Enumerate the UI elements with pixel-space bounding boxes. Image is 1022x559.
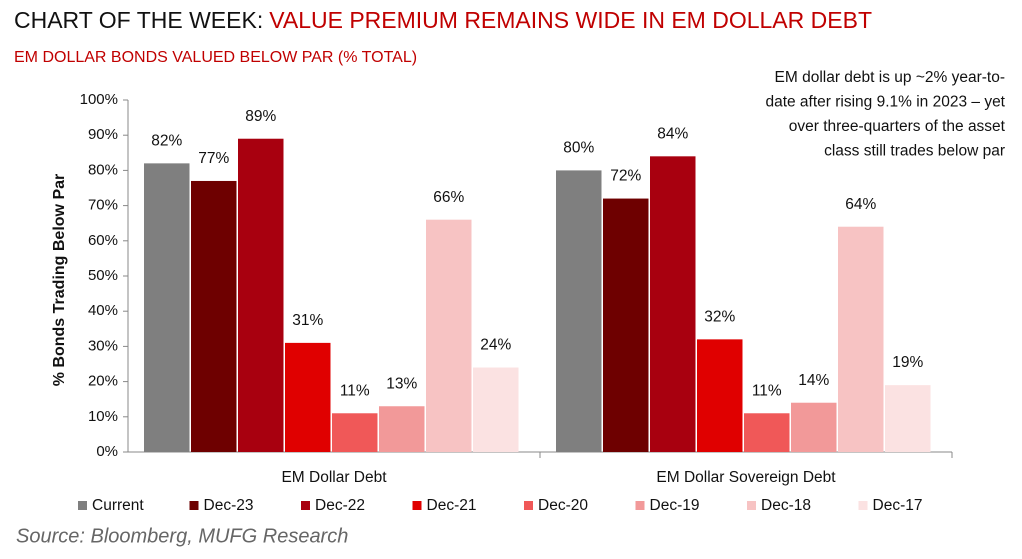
y-axis-label: % Bonds Trading Below Par [51,174,68,386]
value-label: 82% [151,132,182,149]
legend-swatch [189,501,199,510]
legend-label: Current [92,497,144,514]
legend-label: Dec-22 [315,497,365,514]
bar [885,385,931,452]
y-tick-label: 10% [88,408,118,425]
bar [285,342,331,452]
legend-swatch [524,501,533,510]
source: Source: Bloomberg, MUFG Research [16,525,348,547]
y-tick-label: 40% [88,302,118,319]
value-label: 77% [198,150,229,167]
bar [332,413,378,452]
bar [144,163,190,453]
legend-swatch [412,501,422,510]
legend-label: Dec-23 [204,497,254,514]
value-label: 11% [340,382,370,399]
bar [791,402,837,452]
bar [744,413,790,452]
value-label: 72% [610,168,641,185]
value-label: 24% [480,337,511,354]
y-tick-label: 80% [88,161,118,178]
title-lead: CHART OF THE WEEK: [14,7,263,33]
legend-label: Dec-21 [427,497,477,514]
y-tick-label: 70% [88,197,118,214]
y-tick-label: 50% [88,267,118,284]
bar [238,138,284,452]
value-label: 19% [892,354,923,371]
bar [556,170,602,452]
annotation: EM dollar debt is up ~2% year-to- [775,69,1005,86]
legend-label: Dec-20 [538,497,588,514]
value-label: 14% [798,372,829,389]
bar [191,180,237,452]
legend-label: Dec-18 [761,497,811,514]
chart-title: CHART OF THE WEEK: VALUE PREMIUM REMAINS … [14,7,872,33]
y-tick-label: 30% [88,337,118,354]
value-label: 80% [563,139,594,156]
legend-swatch [301,501,310,510]
legend-label: Dec-17 [873,497,923,514]
legend-swatch [747,501,756,510]
bar [473,367,519,452]
value-label: 84% [657,125,688,142]
y-tick-label: 90% [88,126,118,143]
bar [426,219,472,452]
x-tick-label: EM Dollar Sovereign Debt [656,469,836,486]
bar [379,406,425,452]
legend-swatch [635,501,645,510]
value-label: 31% [292,312,323,329]
legend-label: Dec-19 [650,497,700,514]
annotation: over three-quarters of the asset [789,118,1006,135]
annotation: date after rising 9.1% in 2023 – yet [765,94,1005,111]
legend-swatch [78,501,87,510]
legend-swatch [858,501,868,510]
value-label: 64% [845,196,876,213]
bar [603,198,649,452]
bar [697,339,743,452]
y-tick-label: 0% [96,443,118,460]
y-tick-label: 20% [88,373,118,390]
bar [650,156,696,452]
value-label: 13% [386,375,417,392]
y-tick-label: 60% [88,232,118,249]
bar [838,226,884,452]
annotation: class still trades below par [824,143,1005,160]
value-label: 32% [704,308,735,325]
value-label: 11% [752,382,782,399]
title-highlight: VALUE PREMIUM REMAINS WIDE IN EM DOLLAR … [269,7,872,33]
value-label: 89% [245,108,276,125]
value-label: 66% [433,189,464,206]
subtitle: EM DOLLAR BONDS VALUED BELOW PAR (% TOTA… [14,49,417,66]
y-tick-label: 100% [80,91,118,108]
x-tick-label: EM Dollar Debt [281,469,387,486]
